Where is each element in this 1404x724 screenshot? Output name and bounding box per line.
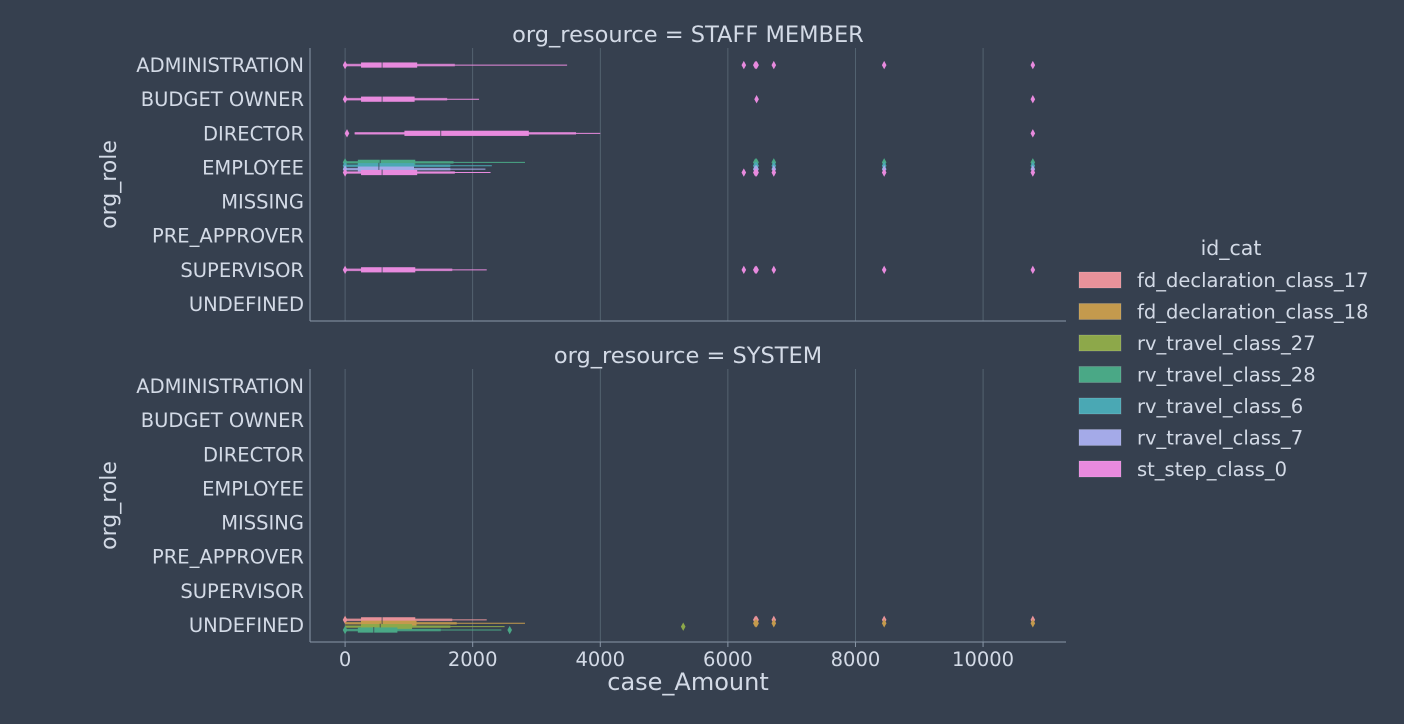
box-iqr	[357, 627, 398, 633]
x-axis-label: case_Amount	[607, 668, 768, 696]
box-iqr	[361, 620, 417, 626]
box-iqr	[361, 617, 416, 623]
y-axis-label: org_role	[97, 461, 122, 550]
outlier-point	[342, 265, 348, 275]
outlier-point	[771, 168, 777, 177]
outlier-point	[342, 94, 348, 104]
outlier-point	[741, 265, 747, 275]
y-tick-label: ADMINISTRATION	[136, 54, 304, 77]
outlier-point	[507, 625, 512, 635]
box-iqr	[361, 624, 413, 630]
legend-label: rv_travel_class_7	[1137, 427, 1303, 450]
box-iqr	[404, 130, 529, 136]
x-tick-label: 2000	[448, 648, 498, 671]
y-tick-label: MISSING	[221, 512, 304, 535]
y-tick-label: PRE_APPROVER	[152, 546, 304, 569]
x-tick-label: 8000	[831, 648, 881, 671]
x-tick-label: 4000	[575, 648, 625, 671]
y-tick-label: ADMINISTRATION	[136, 375, 304, 398]
outlier-point	[754, 265, 759, 275]
legend-label: rv_travel_class_27	[1137, 332, 1316, 355]
y-tick-label: SUPERVISOR	[180, 580, 304, 603]
outlier-point	[754, 619, 759, 628]
outlier-point	[342, 615, 348, 625]
box-iqr	[357, 166, 414, 172]
outlier-point	[881, 60, 887, 70]
y-tick-label: BUDGET OWNER	[141, 88, 304, 111]
legend-label: fd_declaration_class_18	[1137, 301, 1369, 324]
outlier-point	[342, 625, 348, 635]
legend-swatch	[1078, 334, 1122, 352]
outlier-point	[1030, 94, 1036, 104]
box-iqr	[357, 159, 416, 165]
outlier-point	[771, 619, 777, 628]
panel-title: org_resource = SYSTEM	[554, 343, 822, 369]
outlier-point	[741, 60, 747, 70]
legend-label: rv_travel_class_6	[1137, 395, 1303, 418]
y-tick-label: PRE_APPROVER	[152, 225, 304, 248]
box-iqr	[361, 96, 415, 102]
panel-title: org_resource = STAFF MEMBER	[512, 22, 864, 48]
y-tick-label: DIRECTOR	[203, 122, 304, 145]
outlier-point	[881, 265, 887, 275]
legend-swatch	[1078, 460, 1122, 478]
outlier-point	[771, 60, 777, 70]
x-tick-label: 6000	[703, 648, 753, 671]
y-tick-label: SUPERVISOR	[180, 259, 304, 282]
legend-swatch	[1078, 429, 1122, 446]
outlier-point	[680, 622, 686, 631]
outlier-point	[741, 168, 747, 177]
y-tick-label: BUDGET OWNER	[141, 409, 304, 432]
box-iqr	[357, 163, 414, 169]
outlier-point	[1030, 60, 1036, 70]
outlier-point	[1030, 619, 1036, 628]
y-tick-label: MISSING	[221, 191, 304, 214]
x-tick-label: 0	[339, 648, 351, 671]
y-tick-label: UNDEFINED	[189, 293, 304, 316]
y-axis-label: org_role	[97, 140, 122, 229]
legend-swatch	[1078, 397, 1122, 415]
outlier-point	[754, 168, 759, 177]
outlier-point	[342, 168, 348, 177]
legend-label: st_step_class_0	[1137, 458, 1287, 481]
box-iqr	[361, 169, 418, 176]
y-tick-label: UNDEFINED	[189, 614, 304, 637]
outlier-point	[771, 265, 777, 275]
box-iqr	[361, 62, 418, 68]
legend-swatch	[1078, 271, 1122, 289]
legend-swatch	[1078, 366, 1122, 383]
outlier-point	[1030, 168, 1036, 177]
legend-label: fd_declaration_class_17	[1137, 269, 1369, 292]
outlier-point	[881, 619, 887, 628]
y-tick-label: EMPLOYEE	[202, 156, 304, 179]
x-tick-label: 10000	[952, 648, 1014, 671]
box-iqr	[361, 267, 416, 273]
legend-title: id_cat	[1201, 236, 1262, 261]
outlier-point	[1030, 265, 1036, 275]
outlier-point	[754, 94, 759, 104]
y-tick-label: EMPLOYEE	[202, 477, 304, 500]
outlier-point	[881, 168, 887, 177]
legend-label: rv_travel_class_28	[1137, 364, 1316, 387]
outlier-point	[754, 60, 759, 70]
outlier-point	[344, 129, 350, 138]
outlier-point	[1030, 129, 1036, 138]
legend-swatch	[1078, 303, 1122, 320]
outlier-point	[342, 60, 348, 70]
y-tick-label: DIRECTOR	[203, 443, 304, 466]
